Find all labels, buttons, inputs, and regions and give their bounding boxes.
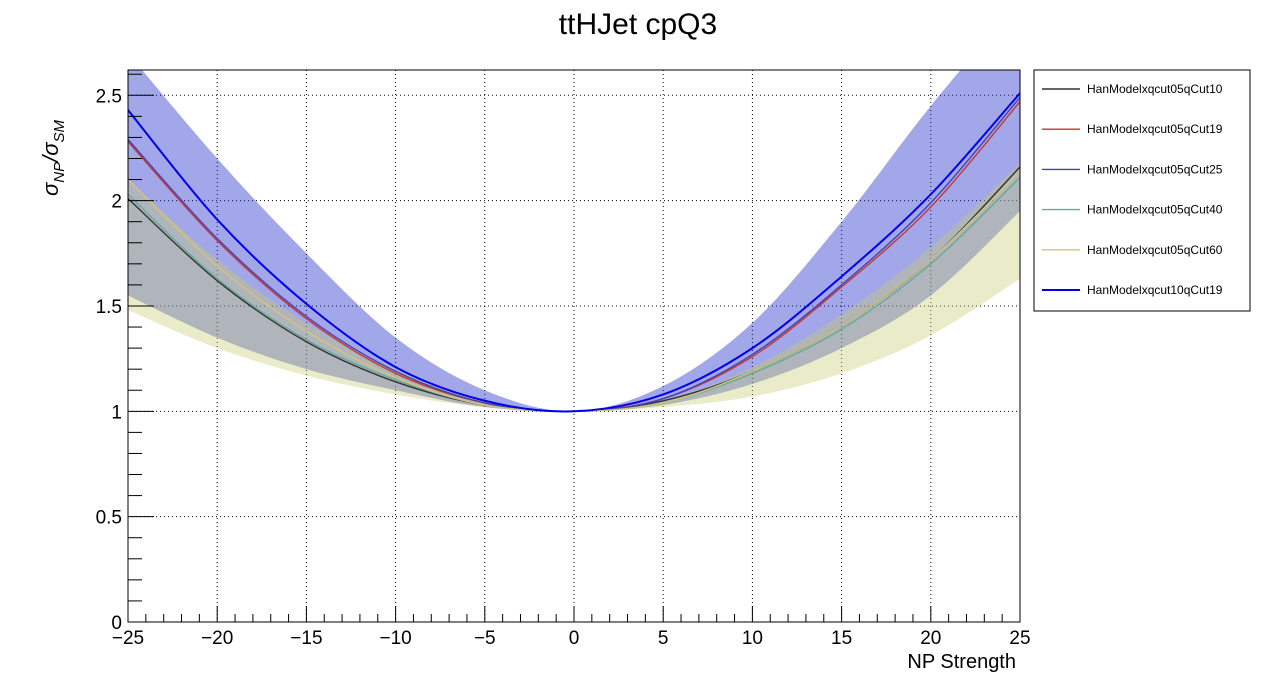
legend-label: HanModelxqcut05qCut10 xyxy=(1087,82,1223,96)
x-tick-label: −5 xyxy=(474,628,496,649)
y-tick-label: 1.5 xyxy=(96,297,122,318)
legend-label: HanModelxqcut10qCut19 xyxy=(1087,283,1223,297)
chart-title: ttHJet cpQ3 xyxy=(559,8,717,41)
y-tick-label: 0 xyxy=(111,613,122,634)
x-tick-label: −25 xyxy=(112,628,144,649)
x-tick-label: 20 xyxy=(920,628,941,649)
y-tick-label: 0.5 xyxy=(96,508,122,529)
legend: HanModelxqcut05qCut10 HanModelxqcut05qCut… xyxy=(1033,69,1251,312)
axes: −25 −20 −15 −10 −5 0 5 10 15 20 25 0 0.5 1 1.5 2 2.5 xyxy=(96,73,1031,649)
x-tick-label: −20 xyxy=(201,628,233,649)
y-tick-label: 1 xyxy=(111,402,122,423)
x-tick-label: 10 xyxy=(742,628,763,649)
x-axis-label: NP Strength xyxy=(907,651,1016,673)
y-axis-label: σNP/σSM xyxy=(38,119,68,196)
series-line-5 xyxy=(128,92,1020,413)
x-tick-label: 0 xyxy=(569,628,580,649)
x-tick-label: 25 xyxy=(1009,628,1030,649)
x-tick-label: 15 xyxy=(831,628,852,649)
uncertainty-band-0 xyxy=(128,70,1020,412)
legend-label: HanModelxqcut05qCut25 xyxy=(1087,162,1223,176)
x-tick-label: 5 xyxy=(658,628,669,649)
grid-lines xyxy=(128,70,1020,622)
x-tick-label: −10 xyxy=(379,628,411,649)
uncertainty-bands xyxy=(128,70,1020,412)
legend-box xyxy=(1033,69,1251,312)
legend-label: HanModelxqcut05qCut19 xyxy=(1087,122,1223,136)
x-tick-label: −15 xyxy=(290,628,322,649)
legend-label: HanModelxqcut05qCut40 xyxy=(1087,203,1223,217)
y-tick-label: 2.5 xyxy=(96,86,122,107)
legend-label: HanModelxqcut05qCut60 xyxy=(1087,243,1223,257)
series-lines xyxy=(128,92,1020,413)
y-tick-label: 2 xyxy=(111,192,122,213)
